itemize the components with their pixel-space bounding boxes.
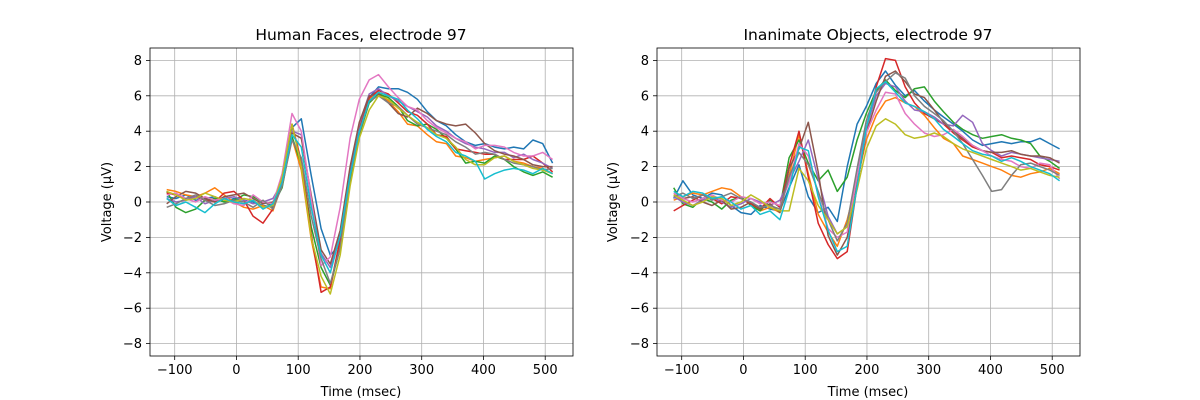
y-tick-label: −8 xyxy=(123,337,142,352)
series-line-9 xyxy=(673,118,1060,235)
x-tick-label: 0 xyxy=(739,363,747,378)
y-tick-label: −4 xyxy=(630,266,649,281)
y-tick-label: 6 xyxy=(641,89,649,104)
y-tick-label: −2 xyxy=(630,231,649,246)
series-line-10 xyxy=(166,91,553,274)
chart-title: Inanimate Objects, electrode 97 xyxy=(743,26,992,44)
x-tick-label: 400 xyxy=(978,363,1003,378)
x-tick-label: −100 xyxy=(664,363,700,378)
series-line-2 xyxy=(673,96,1060,248)
x-axis-label: Time (msec) xyxy=(827,385,909,400)
y-tick-label: 6 xyxy=(134,89,142,104)
chart-title: Human Faces, electrode 97 xyxy=(255,26,466,44)
y-tick-label: 2 xyxy=(641,160,649,175)
y-tick-label: 2 xyxy=(134,160,142,175)
y-tick-label: 8 xyxy=(134,54,142,69)
x-axis-label: Time (msec) xyxy=(320,385,402,400)
y-tick-label: −4 xyxy=(123,266,142,281)
y-tick-label: 8 xyxy=(641,54,649,69)
x-tick-label: 0 xyxy=(232,363,240,378)
x-tick-label: 500 xyxy=(1040,363,1065,378)
chart-human-faces: Human Faces, electrode 97 Time (msec) Vo… xyxy=(100,26,574,400)
y-tick-label: 4 xyxy=(641,125,649,140)
y-axis-label: Voltage (μV) xyxy=(606,162,621,242)
y-tick-label: 4 xyxy=(134,125,142,140)
y-tick-label: 0 xyxy=(134,196,142,211)
y-tick-label: −2 xyxy=(123,231,142,246)
y-tick-label: 0 xyxy=(641,196,649,211)
x-tick-label: 200 xyxy=(348,363,373,378)
series-line-10 xyxy=(673,80,1061,253)
y-tick-label: −6 xyxy=(123,302,142,317)
y-tick-label: −6 xyxy=(630,302,649,317)
chart-inanimate-objects: Inanimate Objects, electrode 97 Time (ms… xyxy=(606,26,1081,400)
x-tick-label: 100 xyxy=(286,363,311,378)
series-line-8 xyxy=(673,72,1060,242)
x-tick-label: 200 xyxy=(855,363,880,378)
x-tick-label: 100 xyxy=(793,363,818,378)
y-axis-label: Voltage (μV) xyxy=(100,162,115,242)
x-tick-label: 500 xyxy=(533,363,558,378)
x-tick-label: −100 xyxy=(157,363,193,378)
y-tick-label: −8 xyxy=(630,337,649,352)
x-tick-label: 300 xyxy=(409,363,434,378)
x-tick-label: 400 xyxy=(471,363,496,378)
series-line-1 xyxy=(673,70,1060,223)
x-tick-label: 300 xyxy=(916,363,941,378)
